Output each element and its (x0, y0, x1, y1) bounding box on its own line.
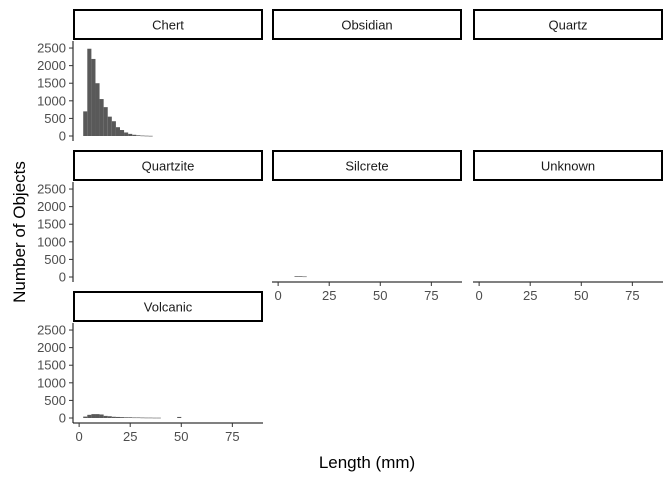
strip-obsidian (272, 9, 462, 40)
x-tick-label-unknown-0: 0 (476, 288, 483, 303)
x-tick-label-silcrete-50: 50 (373, 288, 387, 303)
strip-label-volcanic: Volcanic (144, 300, 193, 315)
bar-chert-5 (87, 48, 92, 137)
bar-volcanic-25 (128, 417, 133, 418)
y-tick-label-quartzite-1500: 1500 (37, 217, 66, 232)
y-tick-label-quartzite-1000: 1000 (37, 234, 66, 249)
bar-chert-3 (83, 111, 88, 136)
bar-chert-15 (107, 116, 112, 136)
y-axis-title: Number of Objects (10, 161, 29, 303)
x-tick-label-volcanic-75: 75 (225, 429, 239, 444)
y-tick-label-chert-0: 0 (59, 129, 66, 144)
bar-volcanic-37 (152, 417, 157, 419)
bar-chert-13 (103, 107, 108, 136)
x-tick-label-silcrete-75: 75 (424, 288, 438, 303)
x-tick-label-silcrete-0: 0 (275, 288, 282, 303)
strip-label-quartzite: Quartzite (142, 159, 195, 174)
bar-volcanic-23 (124, 417, 129, 418)
bar-chert-25 (128, 133, 133, 136)
bar-chert-11 (99, 99, 104, 136)
strip-label-obsidian: Obsidian (341, 18, 392, 33)
y-tick-label-volcanic-500: 500 (44, 393, 66, 408)
y-tick-label-chert-2500: 2500 (37, 41, 66, 56)
y-tick-label-chert-1000: 1000 (37, 93, 66, 108)
strip-unknown (473, 150, 663, 181)
y-tick-label-volcanic-2000: 2000 (37, 340, 66, 355)
x-tick-label-unknown-75: 75 (625, 288, 639, 303)
facet-obsidian: Obsidian (272, 9, 462, 40)
bar-chert-29 (136, 135, 141, 136)
bar-chert-35 (148, 135, 153, 137)
facet-silcrete: Silcrete 0 25 50 75 (272, 150, 462, 303)
strip-volcanic (73, 291, 263, 322)
bar-volcanic-7 (91, 414, 96, 418)
strip-label-chert: Chert (152, 18, 184, 33)
facet-quartzite: Quartzite 0 500 1000 1500 2000 2500 (37, 150, 263, 285)
x-tick-label-silcrete-25: 25 (322, 288, 336, 303)
bar-chert-21 (119, 130, 125, 136)
bar-volcanic-27 (132, 417, 137, 419)
y-tick-label-chert-2000: 2000 (37, 58, 66, 73)
strip-silcrete (272, 150, 462, 181)
bar-volcanic-49 (177, 416, 182, 418)
bar-volcanic-17 (111, 416, 116, 418)
bar-volcanic-5 (87, 414, 92, 418)
strip-quartz (473, 9, 663, 40)
bar-chert-9 (95, 83, 100, 136)
bar-volcanic-21 (119, 417, 125, 418)
y-tick-label-chert-500: 500 (44, 111, 66, 126)
y-tick-label-chert-1500: 1500 (37, 76, 66, 91)
bar-volcanic-11 (99, 414, 104, 418)
bar-volcanic-31 (140, 417, 145, 419)
y-tick-label-quartzite-2000: 2000 (37, 199, 66, 214)
bar-chert-33 (144, 135, 149, 137)
bar-volcanic-29 (136, 417, 141, 419)
bar-volcanic-39 (156, 417, 161, 419)
strip-label-silcrete: Silcrete (345, 159, 388, 174)
bar-silcrete-9 (294, 276, 299, 277)
y-tick-label-quartzite-2500: 2500 (37, 182, 66, 197)
x-tick-label-volcanic-25: 25 (123, 429, 137, 444)
bar-chert-31 (140, 135, 145, 137)
x-tick-label-unknown-50: 50 (574, 288, 588, 303)
bar-volcanic-33 (144, 417, 149, 419)
y-tick-label-quartzite-500: 500 (44, 252, 66, 267)
x-tick-label-volcanic-50: 50 (174, 429, 188, 444)
facet-quartz: Quartz (473, 9, 663, 40)
bar-silcrete-13 (302, 276, 307, 278)
bar-volcanic-3 (83, 416, 88, 418)
bar-chert-23 (124, 132, 129, 136)
bar-chert-7 (91, 58, 96, 136)
x-tick-label-unknown-25: 25 (523, 288, 537, 303)
y-tick-label-quartzite-0: 0 (59, 270, 66, 285)
strip-quartzite (73, 150, 263, 181)
bar-volcanic-19 (115, 416, 120, 418)
facet-unknown: Unknown 0 25 50 75 (473, 150, 663, 303)
bar-chert-27 (132, 134, 137, 136)
bar-volcanic-35 (148, 417, 153, 419)
y-tick-label-volcanic-2500: 2500 (37, 323, 66, 338)
facet-chert: Chert 0 500 1000 1500 2000 2500 (37, 9, 263, 144)
bar-volcanic-13 (103, 415, 108, 418)
y-tick-label-volcanic-1000: 1000 (37, 375, 66, 390)
facet-volcanic: Volcanic 0 500 1000 1500 2000 2500 0 25 50 75 (37, 291, 263, 444)
strip-label-quartz: Quartz (548, 18, 587, 33)
x-tick-label-volcanic-0: 0 (76, 429, 83, 444)
y-tick-label-volcanic-0: 0 (59, 411, 66, 426)
y-tick-label-volcanic-1500: 1500 (37, 358, 66, 373)
bar-silcrete-11 (298, 276, 303, 277)
strip-chert (73, 9, 263, 40)
x-axis-title: Length (mm) (319, 453, 415, 472)
bar-chert-19 (115, 127, 120, 136)
bar-volcanic-15 (107, 416, 112, 418)
strip-label-unknown: Unknown (541, 159, 595, 174)
bar-chert-17 (111, 121, 116, 136)
bar-volcanic-9 (95, 414, 100, 418)
